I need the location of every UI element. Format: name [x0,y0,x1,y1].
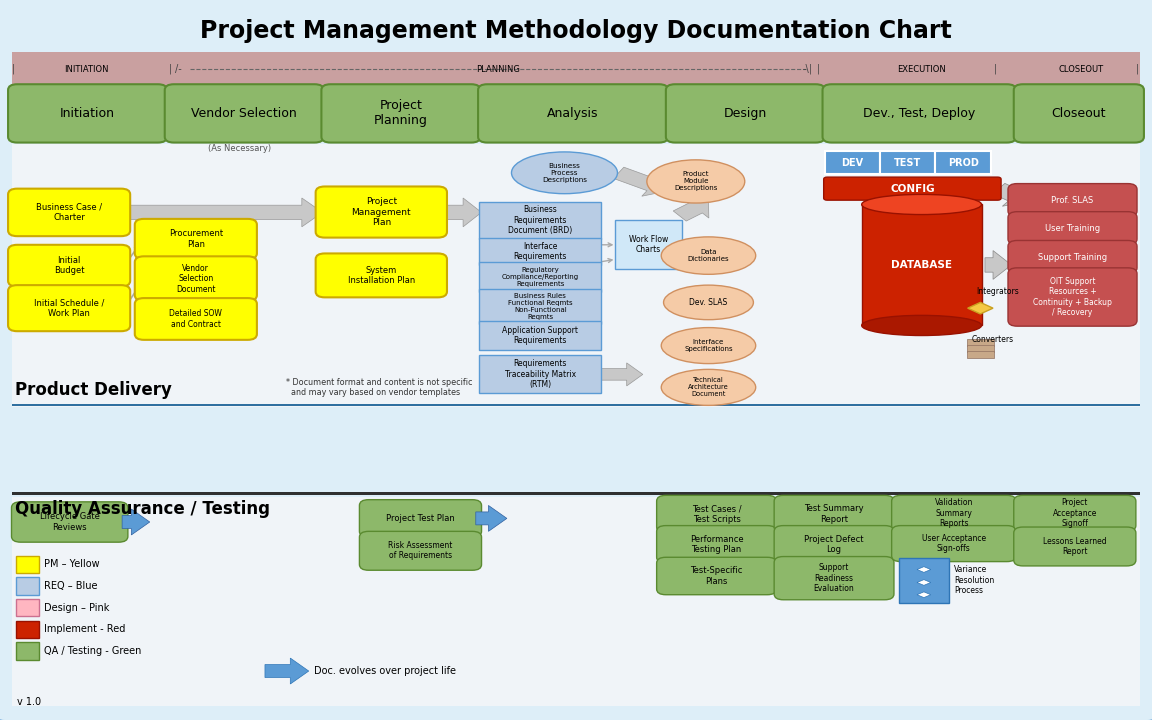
FancyArrow shape [985,251,1011,279]
Text: Validation
Summary
Reports: Validation Summary Reports [934,498,973,528]
FancyBboxPatch shape [666,84,825,143]
FancyBboxPatch shape [479,289,601,324]
FancyBboxPatch shape [479,202,601,239]
Text: |: | [817,64,819,74]
FancyArrow shape [476,505,507,531]
FancyBboxPatch shape [823,84,1016,143]
Text: Analysis: Analysis [547,107,599,120]
FancyBboxPatch shape [478,84,668,143]
Text: Converters: Converters [972,336,1014,344]
Text: (As Necessary): (As Necessary) [209,144,271,153]
FancyBboxPatch shape [657,495,776,533]
Text: REQ – Blue: REQ – Blue [44,581,97,591]
FancyArrow shape [122,509,150,535]
Text: DATABASE: DATABASE [892,260,952,270]
Text: Business
Process
Descriptions: Business Process Descriptions [541,163,588,183]
FancyArrow shape [673,198,708,221]
FancyBboxPatch shape [1008,184,1137,217]
FancyBboxPatch shape [892,526,1016,562]
Text: Project
Planning: Project Planning [374,99,427,127]
Text: Project Management Methodology Documentation Chart: Project Management Methodology Documenta… [200,19,952,43]
Text: Integrators: Integrators [976,287,1020,296]
FancyBboxPatch shape [479,238,601,265]
Text: TEST: TEST [894,158,922,168]
FancyBboxPatch shape [967,345,994,352]
FancyBboxPatch shape [135,219,257,259]
Text: Vendor
Selection
Document: Vendor Selection Document [176,264,215,294]
FancyBboxPatch shape [316,253,447,297]
Text: Variance
Resolution
Process: Variance Resolution Process [954,565,994,595]
Polygon shape [917,580,931,585]
FancyBboxPatch shape [12,404,1140,406]
Text: Dev., Test, Deploy: Dev., Test, Deploy [863,107,976,120]
FancyBboxPatch shape [862,204,982,325]
Text: Doc. evolves over project life: Doc. evolves over project life [314,666,456,676]
Text: Vendor Selection: Vendor Selection [191,107,297,120]
Text: CONFIG: CONFIG [890,184,934,194]
Text: Application Support
Requirements: Application Support Requirements [502,326,578,345]
FancyBboxPatch shape [321,84,480,143]
FancyBboxPatch shape [16,556,39,573]
Text: EXECUTION: EXECUTION [897,65,946,73]
Text: Test-Specific
Plans: Test-Specific Plans [690,567,743,585]
Text: Support
Readiness
Evaluation: Support Readiness Evaluation [813,563,855,593]
FancyArrow shape [440,198,482,227]
Ellipse shape [511,152,617,194]
Text: |: | [169,64,172,74]
Text: Business
Requirements
Document (BRD): Business Requirements Document (BRD) [508,205,573,235]
FancyBboxPatch shape [16,621,39,638]
FancyBboxPatch shape [12,497,1140,706]
Text: Initial
Budget: Initial Budget [54,256,84,275]
FancyBboxPatch shape [12,502,128,542]
Text: Procurement
Plan: Procurement Plan [169,230,222,248]
FancyArrow shape [265,658,309,684]
FancyBboxPatch shape [657,526,776,563]
Text: Initial Schedule /
Work Plan: Initial Schedule / Work Plan [33,299,105,318]
Text: Design – Pink: Design – Pink [44,603,109,613]
FancyBboxPatch shape [880,151,935,174]
FancyBboxPatch shape [135,298,257,340]
Ellipse shape [661,328,756,364]
Text: |: | [1136,64,1138,74]
Text: Lifecycle Gate
Reviews: Lifecycle Gate Reviews [40,513,99,531]
Text: Project Defect
Log: Project Defect Log [804,535,864,554]
Text: Support Training: Support Training [1038,253,1107,261]
Text: Work Flow
Charts: Work Flow Charts [629,235,668,254]
Text: -\|: -\| [802,64,812,74]
Text: Project
Management
Plan: Project Management Plan [351,197,411,227]
FancyBboxPatch shape [935,151,991,174]
Text: Interface
Requirements: Interface Requirements [514,242,567,261]
FancyBboxPatch shape [8,84,167,143]
Text: Technical
Architecture
Document: Technical Architecture Document [688,377,729,397]
Text: DEV: DEV [841,158,864,168]
Text: INITIATION: INITIATION [65,65,108,73]
Text: Requirements
Traceability Matrix
(RTM): Requirements Traceability Matrix (RTM) [505,359,576,389]
Text: Initiation: Initiation [60,107,115,120]
Ellipse shape [661,237,756,274]
Text: * Document format and content is not specific
  and may vary based on vendor tem: * Document format and content is not spe… [286,378,472,397]
Text: Quality Assurance / Testing: Quality Assurance / Testing [15,500,270,518]
FancyArrow shape [613,167,668,197]
FancyBboxPatch shape [8,189,130,236]
Text: Regulatory
Compliance/Reporting
Requirements: Regulatory Compliance/Reporting Requirem… [502,267,578,287]
FancyBboxPatch shape [774,526,894,563]
FancyBboxPatch shape [1014,495,1136,531]
FancyBboxPatch shape [12,52,1140,86]
Ellipse shape [664,285,753,320]
FancyBboxPatch shape [825,151,880,174]
Text: PM – Yellow: PM – Yellow [44,559,99,570]
FancyBboxPatch shape [824,177,1001,200]
FancyBboxPatch shape [16,577,39,595]
FancyBboxPatch shape [12,144,1140,407]
Polygon shape [917,567,931,572]
Text: Design: Design [723,107,767,120]
FancyBboxPatch shape [165,84,324,143]
Text: |: | [994,64,996,74]
FancyBboxPatch shape [359,531,482,570]
FancyBboxPatch shape [967,351,994,358]
FancyBboxPatch shape [8,245,130,287]
Text: PROD: PROD [948,158,978,168]
FancyBboxPatch shape [12,492,1140,495]
Text: /-: /- [175,64,182,74]
